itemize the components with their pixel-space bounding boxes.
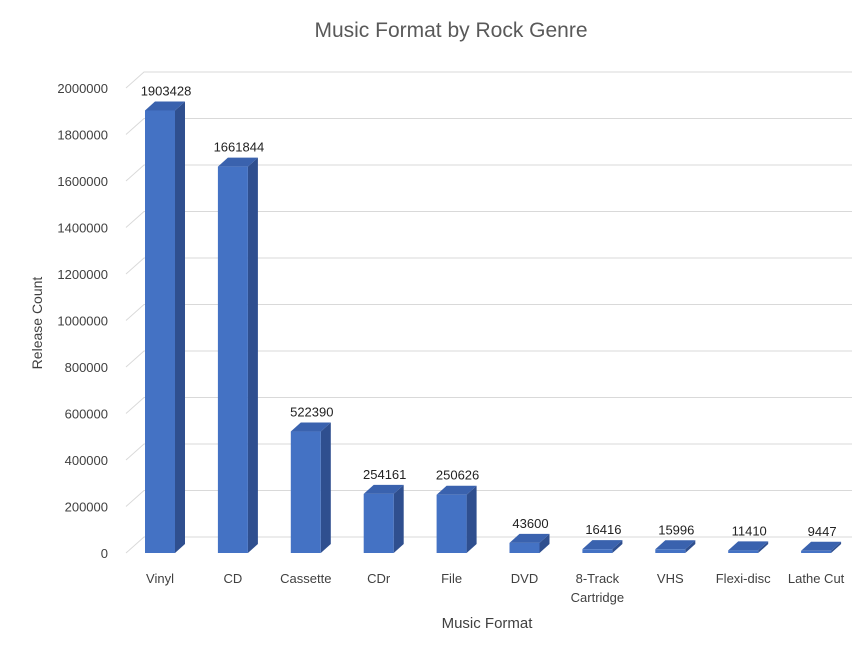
bar-front [217, 166, 248, 553]
bar-side [247, 157, 258, 553]
x-tick-label: Flexi-disc [716, 571, 771, 586]
bar [145, 101, 185, 553]
data-label: 1903428 [141, 83, 192, 98]
bar-side [175, 101, 185, 553]
y-tick-label: 1200000 [57, 267, 108, 282]
data-label: 250626 [436, 468, 479, 483]
bar-side [466, 485, 477, 553]
gridline [125, 257, 852, 275]
y-axis-title: Release Count [29, 277, 45, 370]
y-tick-label: 1600000 [57, 174, 108, 189]
bar [436, 485, 477, 553]
grid-layer [125, 71, 852, 554]
x-tick-label: DVD [511, 571, 538, 586]
gridline [125, 350, 852, 368]
bar [217, 157, 258, 553]
bars-layer [145, 101, 842, 553]
bar-top [582, 540, 623, 550]
bar-top [290, 422, 331, 432]
bar [801, 541, 842, 553]
bar-front [582, 549, 613, 553]
y-tick-label: 1400000 [57, 221, 108, 236]
labels-layer: 0 200000 400000 600000 800000 1000000 1200000 1… [57, 81, 844, 605]
bar-side [758, 541, 769, 553]
y-tick-label: 1800000 [57, 128, 108, 143]
bar-top [801, 541, 842, 551]
bar [509, 533, 550, 553]
chart-title: Music Format by Rock Genre [314, 19, 587, 42]
gridline [125, 536, 852, 554]
data-label: 16416 [585, 522, 621, 537]
x-tick-label: CDr [367, 571, 391, 586]
bar-side [539, 533, 550, 553]
data-label: 254161 [363, 467, 406, 482]
gridline [125, 118, 852, 135]
bar-top [145, 101, 185, 111]
x-tick-label: Vinyl [146, 571, 174, 586]
x-axis-title: Music Format [442, 615, 534, 632]
bar-side [612, 540, 623, 553]
gridline [125, 443, 852, 461]
x-tick-label: Cassette [280, 571, 331, 586]
bar-front [290, 431, 321, 553]
bar-top [655, 540, 696, 550]
bar-top [436, 485, 477, 495]
data-label: 1661844 [214, 140, 265, 155]
bar-side [685, 540, 696, 553]
bar-front [655, 549, 686, 553]
gridline [125, 490, 852, 507]
bar-side [320, 422, 331, 553]
bar [363, 484, 404, 553]
bar-front [509, 542, 540, 553]
bar-top [363, 484, 404, 494]
x-tick-label: 8-Track Cartridge [571, 571, 624, 605]
bar [582, 540, 623, 553]
bar-side [831, 541, 842, 553]
bar-top [217, 157, 258, 167]
x-tick-label: CD [224, 571, 243, 586]
bar-front [436, 494, 467, 553]
bar [655, 540, 696, 553]
gridline [125, 164, 852, 182]
bar-top [509, 533, 550, 543]
bar-side [393, 484, 404, 553]
bar-front [145, 110, 175, 553]
x-tick-label: VHS [657, 571, 684, 586]
bar [290, 422, 331, 553]
data-label: 522390 [290, 405, 333, 420]
x-tick-label: Lathe Cut [788, 571, 845, 586]
data-label: 43600 [512, 516, 548, 531]
bar-front [363, 493, 394, 553]
bar-front [801, 550, 832, 553]
gridline [125, 304, 852, 321]
data-label: 11410 [732, 523, 767, 538]
y-tick-label: 400000 [65, 453, 108, 468]
data-label: 9447 [808, 524, 837, 539]
y-tick-label: 200000 [65, 500, 108, 515]
x-tick-label: File [441, 571, 462, 586]
y-tick-label: 0 [101, 546, 108, 561]
gridline [125, 397, 852, 414]
y-tick-label: 1000000 [57, 314, 108, 329]
gridline [125, 211, 852, 228]
gridline [125, 71, 852, 89]
data-label: 15996 [658, 522, 694, 537]
bar-top [728, 541, 769, 551]
y-tick-label: 600000 [65, 407, 108, 422]
y-tick-label: 800000 [65, 360, 108, 375]
y-tick-label: 2000000 [57, 81, 108, 96]
bar-front [728, 550, 759, 553]
bar [728, 541, 769, 553]
